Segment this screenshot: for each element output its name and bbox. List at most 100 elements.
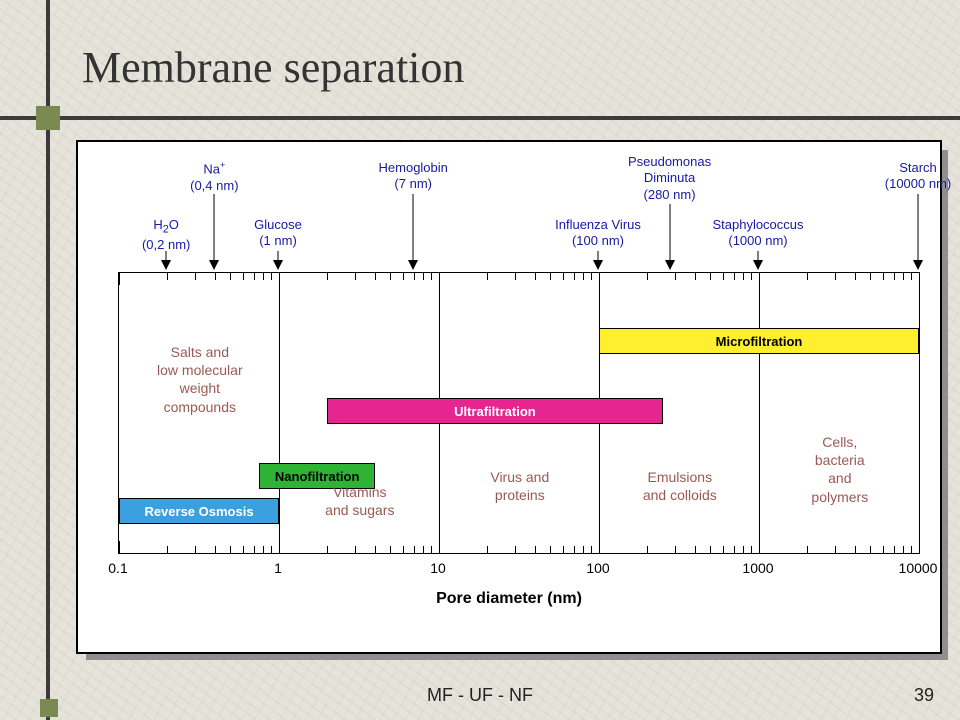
tick-label: 10: [430, 560, 446, 576]
tick-minor: [870, 546, 871, 553]
tick-minor: [734, 273, 735, 280]
tick-minor: [195, 546, 196, 553]
marker-arrow-head: [209, 260, 219, 270]
tick-minor: [375, 546, 376, 553]
tick-major: [119, 273, 120, 285]
tick-minor: [647, 546, 648, 553]
tick-minor: [695, 546, 696, 553]
tick-minor: [583, 273, 584, 280]
tick-label: 1000: [742, 560, 773, 576]
tick-minor: [167, 273, 168, 280]
marker-label: Influenza Virus (100 nm): [555, 217, 641, 250]
process-bar: Microfiltration: [599, 328, 919, 354]
tick-minor: [751, 273, 752, 280]
tick-minor: [375, 273, 376, 280]
tick-minor: [390, 273, 391, 280]
marker-arrow-head: [593, 260, 603, 270]
accent-square: [36, 106, 60, 130]
tick-minor: [515, 546, 516, 553]
marker-arrow-head: [161, 260, 171, 270]
tick-minor: [911, 546, 912, 553]
tick-minor: [215, 273, 216, 280]
tick-minor: [243, 546, 244, 553]
tick-minor: [835, 546, 836, 553]
tick-minor: [550, 546, 551, 553]
category-label: Cells, bacteria and polymers: [811, 433, 868, 506]
tick-minor: [550, 273, 551, 280]
tick-minor: [230, 546, 231, 553]
tick-minor: [423, 273, 424, 280]
tick-minor: [911, 273, 912, 280]
tick-major: [439, 541, 440, 553]
chart-area: Reverse OsmosisNanofiltrationUltrafiltra…: [118, 272, 920, 554]
marker-arrow-head: [408, 260, 418, 270]
tick-minor: [591, 273, 592, 280]
tick-minor: [591, 546, 592, 553]
tick-minor: [535, 273, 536, 280]
tick-minor: [414, 546, 415, 553]
tick-minor: [835, 273, 836, 280]
tick-minor: [403, 273, 404, 280]
axis-label: Pore diameter (nm): [78, 590, 940, 608]
tick-minor: [254, 546, 255, 553]
tick-minor: [723, 273, 724, 280]
tick-minor: [883, 546, 884, 553]
tick-minor: [243, 273, 244, 280]
marker-label: Starch (10000 nm): [885, 160, 951, 193]
tick-major: [119, 541, 120, 553]
tick-minor: [855, 273, 856, 280]
marker-arrow-stem: [413, 194, 414, 260]
marker-layer: H2O(0,2 nm)Na+(0,4 nm)Glucose (1 nm)Hemo…: [118, 142, 918, 272]
chart-decade-line: [759, 273, 760, 553]
tick-minor: [515, 273, 516, 280]
tick-minor: [563, 546, 564, 553]
tick-minor: [807, 273, 808, 280]
tick-minor: [723, 546, 724, 553]
footer-center: MF - UF - NF: [0, 685, 960, 706]
tick-minor: [327, 546, 328, 553]
tick-major: [759, 541, 760, 553]
tick-minor: [254, 273, 255, 280]
tick-major: [279, 541, 280, 553]
category-label: Salts and low molecular weight compounds: [157, 343, 243, 416]
tick-minor: [263, 273, 264, 280]
tick-minor: [894, 546, 895, 553]
tick-minor: [390, 546, 391, 553]
tick-minor: [403, 546, 404, 553]
tick-minor: [710, 273, 711, 280]
tick-label: 1: [274, 560, 282, 576]
tick-minor: [414, 273, 415, 280]
tick-minor: [695, 273, 696, 280]
tick-minor: [431, 546, 432, 553]
tick-label: 10000: [899, 560, 938, 576]
tick-major: [439, 273, 440, 285]
tick-minor: [743, 546, 744, 553]
marker-arrow-stem: [214, 194, 215, 260]
slide-title: Membrane separation: [82, 42, 464, 93]
marker-label: Glucose (1 nm): [254, 217, 302, 250]
tick-minor: [855, 546, 856, 553]
tick-minor: [807, 546, 808, 553]
tick-label-layer: 0.1110100100010000: [118, 560, 918, 580]
tick-label: 100: [586, 560, 609, 576]
marker-arrow-head: [273, 260, 283, 270]
tick-major: [599, 541, 600, 553]
tick-major: [919, 541, 920, 553]
marker-arrow-stem: [278, 251, 279, 260]
tick-label: 0.1: [108, 560, 127, 576]
process-bar: Ultrafiltration: [327, 398, 663, 424]
tick-minor: [574, 546, 575, 553]
marker-label: Na+(0,4 nm): [190, 160, 238, 194]
footer-page-number: 39: [914, 685, 934, 706]
marker-arrow-head: [913, 260, 923, 270]
process-bar: Reverse Osmosis: [119, 498, 279, 524]
tick-minor: [734, 546, 735, 553]
tick-minor: [423, 546, 424, 553]
tick-major: [919, 273, 920, 285]
tick-minor: [675, 273, 676, 280]
tick-minor: [647, 273, 648, 280]
chart-decade-line: [279, 273, 280, 553]
tick-major: [599, 273, 600, 285]
tick-minor: [903, 546, 904, 553]
tick-minor: [271, 273, 272, 280]
